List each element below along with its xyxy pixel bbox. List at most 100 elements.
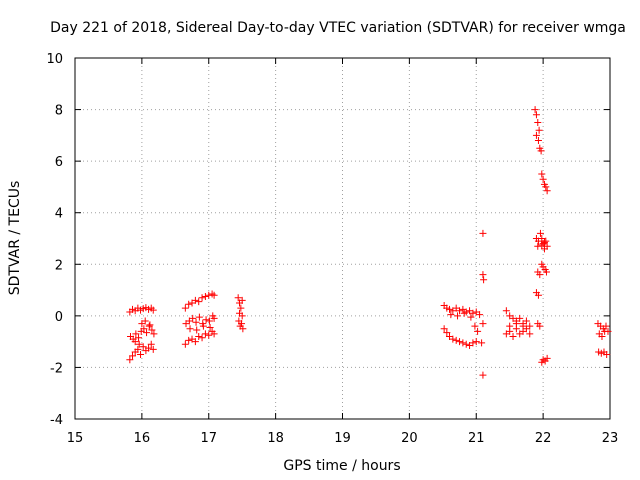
data-point [467,313,475,321]
data-point [502,307,510,315]
data-point [181,340,189,348]
data-point [139,343,147,351]
data-point [543,354,551,362]
x-tick-label: 22 [535,431,552,446]
data-point [147,340,155,348]
x-tick-label: 17 [200,431,217,446]
data-point [538,170,546,178]
data-point [150,330,158,338]
data-point [516,314,524,322]
data-point [131,338,139,346]
data-point [537,147,545,155]
grid [75,58,610,419]
x-tick-label: 16 [134,431,151,446]
data-point [539,175,547,183]
data-point [522,317,530,325]
data-point [476,311,484,319]
data-point [534,242,542,250]
x-tick-label: 18 [267,431,284,446]
data-point [191,296,199,304]
x-axis-label: GPS time / hours [283,458,400,474]
x-tick-label: 19 [334,431,351,446]
data-point [447,311,455,319]
data-point [454,312,462,320]
data-point [186,325,194,333]
data-point [478,339,486,347]
data-point [459,339,467,347]
data-point [205,331,213,339]
data-point [506,322,514,330]
data-point [543,187,551,195]
x-tick-label: 20 [401,431,418,446]
data-point [543,242,551,250]
data-point [456,338,464,346]
data-point [460,309,468,317]
data-point [195,332,203,340]
data-point [469,309,477,317]
data-point [134,345,142,353]
data-point [542,183,550,191]
data-point [195,298,203,306]
data-point [201,330,209,338]
data-point [189,314,197,322]
y-axis-label: SDTVAR / TECUs [7,181,23,296]
x-tick-label: 15 [67,431,84,446]
data-point [509,332,517,340]
data-point [135,340,143,348]
axis-ticks [74,57,611,420]
data-point [456,307,464,315]
data-point [603,351,611,359]
data-point [440,325,448,333]
data-point [480,276,488,284]
data-point [532,131,540,139]
data-point [234,294,242,302]
data-point [534,291,542,299]
data-point [538,235,546,242]
x-tick-label: 23 [602,431,619,446]
data-point [443,329,451,337]
data-point [536,271,544,279]
data-point [210,291,218,299]
chart-title: Day 221 of 2018, Sidereal Day-to-day VTE… [50,20,626,36]
data-point [452,336,460,344]
data-point [141,317,149,325]
data-point [135,334,143,342]
data-point [199,322,207,330]
data-point [238,296,246,304]
y-tick-label: 6 [55,155,63,170]
x-tick-labels: 15 16 17 18 19 20 21 22 23 [67,431,619,446]
data-point [192,318,200,326]
data-point [132,330,140,338]
data-point [239,325,247,333]
data-point [519,322,527,330]
data-point [542,268,550,276]
y-tick-labels: -4 -2 0 2 4 6 8 10 [46,52,63,428]
data-point [535,126,543,134]
data-point [148,326,156,334]
data-point [531,106,539,114]
data-point [198,334,206,342]
data-point [534,118,542,126]
data-point [479,229,487,237]
data-point [479,320,487,328]
data-point [534,137,542,145]
data-point [601,327,609,335]
data-point [474,327,482,335]
data-point [185,300,193,308]
data-point [149,306,157,314]
data-point [146,321,154,329]
data-point [143,329,151,337]
data-point [145,322,153,330]
data-point [238,320,246,328]
data-point [472,338,480,346]
data-point [149,345,157,353]
data-point [137,351,145,359]
data-point [210,314,218,322]
data-point [540,238,548,246]
data-point [526,330,534,338]
data-point [202,316,210,324]
data-point [140,325,148,333]
data-point [193,326,201,334]
data-point [512,320,520,328]
data-point [479,371,487,379]
